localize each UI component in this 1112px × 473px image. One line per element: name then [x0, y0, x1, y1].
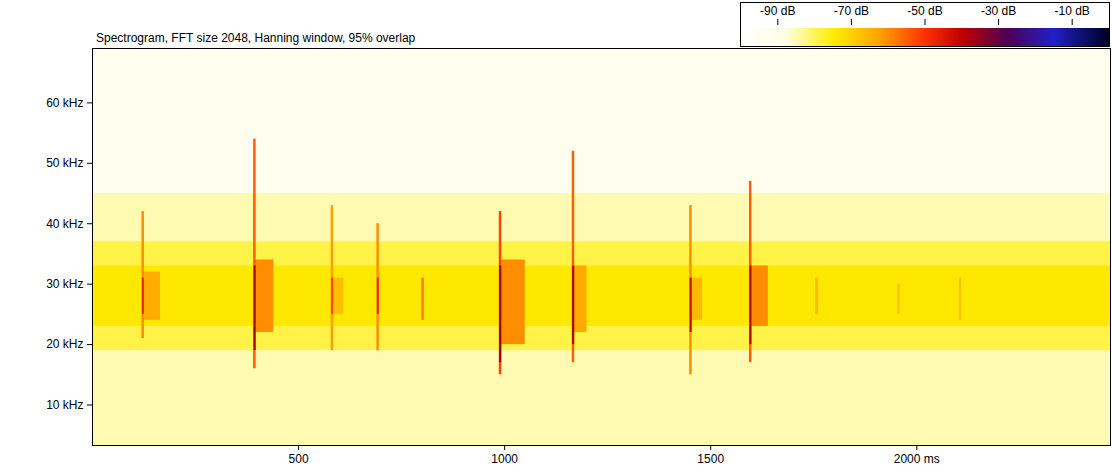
svg-text:30 kHz: 30 kHz [46, 277, 83, 291]
svg-text:-90 dB: -90 dB [760, 4, 795, 18]
svg-text:1500: 1500 [697, 452, 724, 466]
svg-text:-70 dB: -70 dB [834, 4, 869, 18]
svg-text:-50 dB: -50 dB [907, 4, 942, 18]
svg-text:2000 ms: 2000 ms [894, 452, 940, 466]
svg-text:60 kHz: 60 kHz [46, 96, 83, 110]
html-text:Spectrogram, FFT size 2048, Ha: Spectrogram, FFT size 2048, Hanning wind… [96, 31, 416, 45]
svg-text:500: 500 [289, 452, 309, 466]
svg-text:-30 dB: -30 dB [981, 4, 1016, 18]
svg-text:40 kHz: 40 kHz [46, 217, 83, 231]
svg-text:-10 dB: -10 dB [1055, 4, 1090, 18]
svg-text:1000: 1000 [491, 452, 518, 466]
svg-text:50 kHz: 50 kHz [46, 156, 83, 170]
svg-text:20 kHz: 20 kHz [46, 337, 83, 351]
svg-text:10 kHz: 10 kHz [46, 398, 83, 412]
